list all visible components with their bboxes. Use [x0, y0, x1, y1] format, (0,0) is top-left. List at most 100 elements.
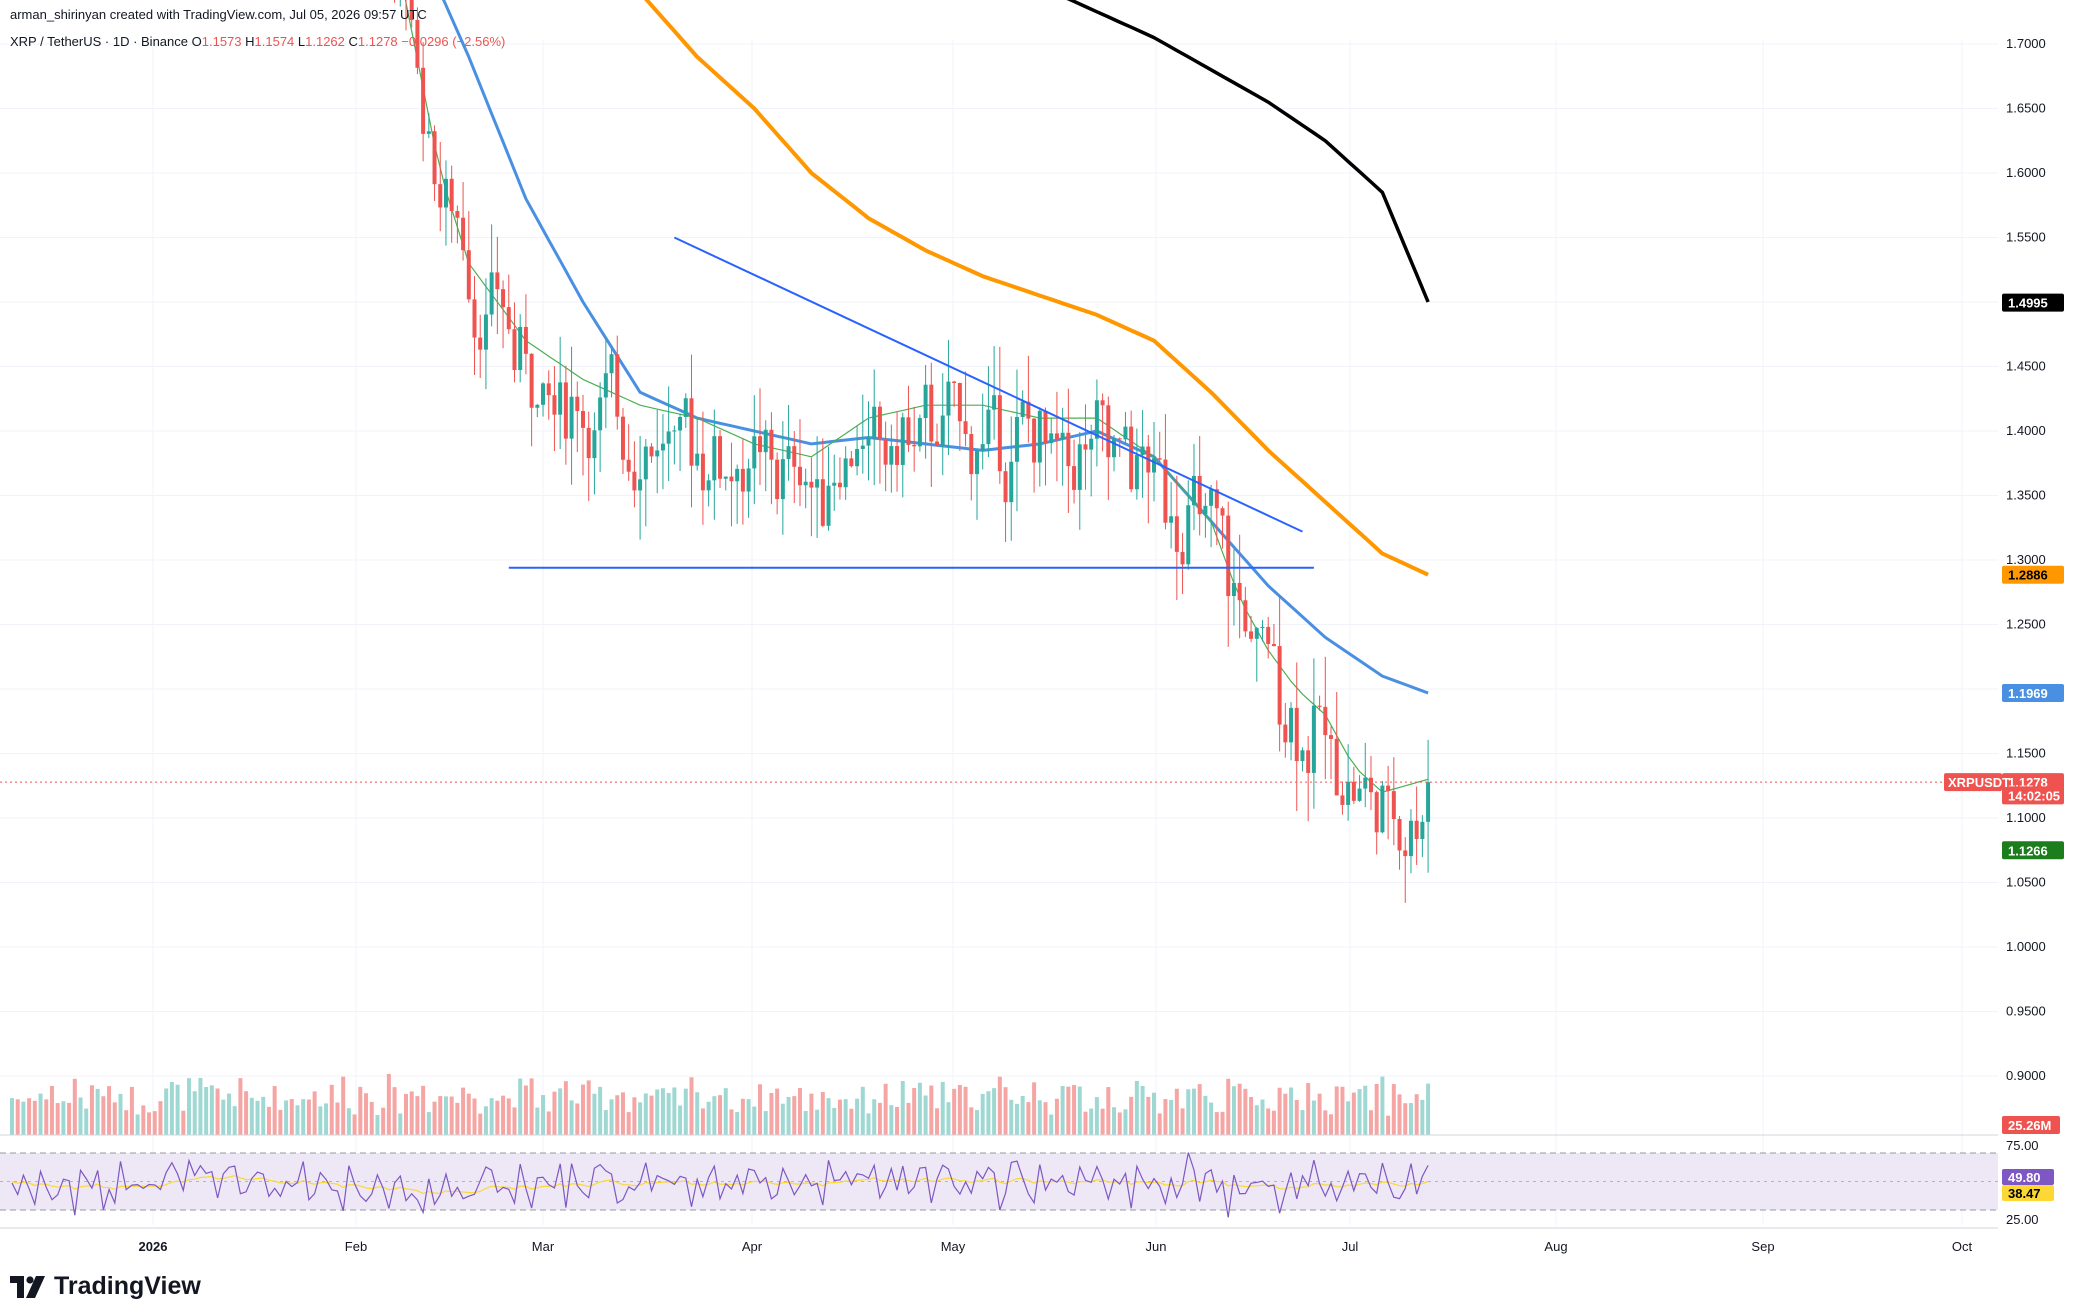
candle-body	[529, 353, 534, 408]
volume-bar	[718, 1095, 723, 1135]
price-tick-label: 0.9500	[2006, 1004, 2046, 1019]
volume-bar	[843, 1099, 848, 1135]
volume-bar	[1243, 1088, 1248, 1135]
volume-bar	[1146, 1096, 1151, 1135]
volume-bar	[1094, 1097, 1099, 1135]
volume-bar	[826, 1098, 831, 1135]
volume-bar	[101, 1096, 106, 1135]
volume-bar	[1334, 1086, 1339, 1135]
volume-bar	[226, 1093, 231, 1135]
price-tick-label: 1.1500	[2006, 746, 2046, 761]
candle-body	[820, 479, 825, 526]
volume-bar	[324, 1103, 329, 1135]
volume-bar	[1003, 1087, 1008, 1135]
volume-bar	[1163, 1099, 1168, 1135]
candle-body	[1186, 505, 1191, 565]
ohlc-values: O1.1573 H1.1574 L1.1262 C1.1278	[192, 34, 398, 49]
time-tick-label: Mar	[532, 1239, 555, 1254]
candle-body	[1112, 438, 1117, 458]
candle-body	[1037, 410, 1042, 463]
candle-body	[1420, 821, 1425, 840]
candle-body	[689, 398, 694, 466]
volume-bar	[1049, 1114, 1054, 1135]
volume-bar	[1106, 1087, 1111, 1135]
brand-name: TradingView	[54, 1272, 201, 1300]
ohlc-value-c: 1.1278	[357, 34, 398, 49]
symbol-tag-label: XRPUSDT	[1948, 775, 2010, 790]
volume-bar	[181, 1110, 186, 1135]
volume-bar	[278, 1109, 283, 1135]
candle-body	[877, 406, 882, 439]
price-tag-bg	[2002, 841, 2064, 860]
candle-body	[729, 476, 734, 482]
volume-bar	[415, 1096, 420, 1135]
candle-body	[997, 395, 1002, 472]
volume-bar	[472, 1098, 477, 1135]
volume-bar	[889, 1105, 894, 1135]
candle-body	[1351, 781, 1356, 801]
volume-bar	[352, 1114, 357, 1135]
candle-body	[432, 131, 437, 185]
volume-bar	[455, 1102, 460, 1135]
volume-bar	[900, 1080, 905, 1135]
candle-body	[837, 482, 842, 488]
tradingview-logo[interactable]: TradingView	[10, 1272, 201, 1301]
candle-body	[1397, 819, 1402, 851]
volume-bar	[1414, 1094, 1419, 1135]
candle-body	[643, 446, 648, 480]
volume-bar	[523, 1085, 528, 1135]
volume-bar	[295, 1105, 300, 1135]
candle-body	[803, 481, 808, 486]
volume-bar	[329, 1084, 334, 1135]
volume-bar	[1054, 1098, 1059, 1135]
candle-body	[906, 417, 911, 445]
volume-bar	[15, 1099, 20, 1135]
volume-bar	[1271, 1110, 1276, 1135]
candle-body	[940, 415, 945, 446]
candle-body	[1191, 475, 1196, 506]
volume-bar	[786, 1096, 791, 1135]
volume-bar	[832, 1107, 837, 1135]
volume-bar	[729, 1109, 734, 1135]
volume-bar	[1191, 1088, 1196, 1135]
candle-body	[660, 443, 665, 451]
volume-bar	[147, 1112, 152, 1135]
candle-body	[758, 436, 763, 453]
volume-bar	[1266, 1108, 1271, 1135]
volume-bar	[129, 1086, 134, 1135]
rsi-ma-line	[11, 1175, 1429, 1195]
candle-body	[1054, 433, 1059, 440]
time-tick-label: Sep	[1751, 1239, 1774, 1254]
price-tick-label: 1.5500	[2006, 230, 2046, 245]
candle-body	[1049, 433, 1054, 444]
candle-body	[769, 429, 774, 460]
candle-body	[609, 354, 614, 374]
price-tick-label: 1.4000	[2006, 423, 2046, 438]
volume-bar	[815, 1109, 820, 1135]
volume-bar	[266, 1106, 271, 1135]
candle-body	[917, 418, 922, 447]
candle-body	[569, 396, 574, 439]
candle-body	[912, 444, 917, 447]
volume-bar	[27, 1098, 32, 1135]
candle-body	[592, 430, 597, 459]
volume-bar	[638, 1102, 643, 1135]
volume-bar	[563, 1081, 568, 1135]
volume-bar	[175, 1084, 180, 1135]
volume-bar	[1386, 1115, 1391, 1135]
volume-bar	[1260, 1099, 1265, 1135]
candle-body	[706, 480, 711, 491]
candle-body	[1306, 750, 1311, 773]
volume-bar	[917, 1082, 922, 1135]
price-tag-label: 1.1278	[2008, 775, 2048, 790]
candle-body	[512, 329, 517, 371]
candle-body	[489, 272, 494, 315]
price-tag-label: 1.2886	[2008, 568, 2048, 583]
volume-bar	[244, 1091, 249, 1135]
candle-body	[1254, 628, 1259, 639]
volume-bar	[272, 1086, 277, 1135]
volume-bar	[169, 1082, 174, 1135]
candle-body	[1408, 820, 1413, 857]
